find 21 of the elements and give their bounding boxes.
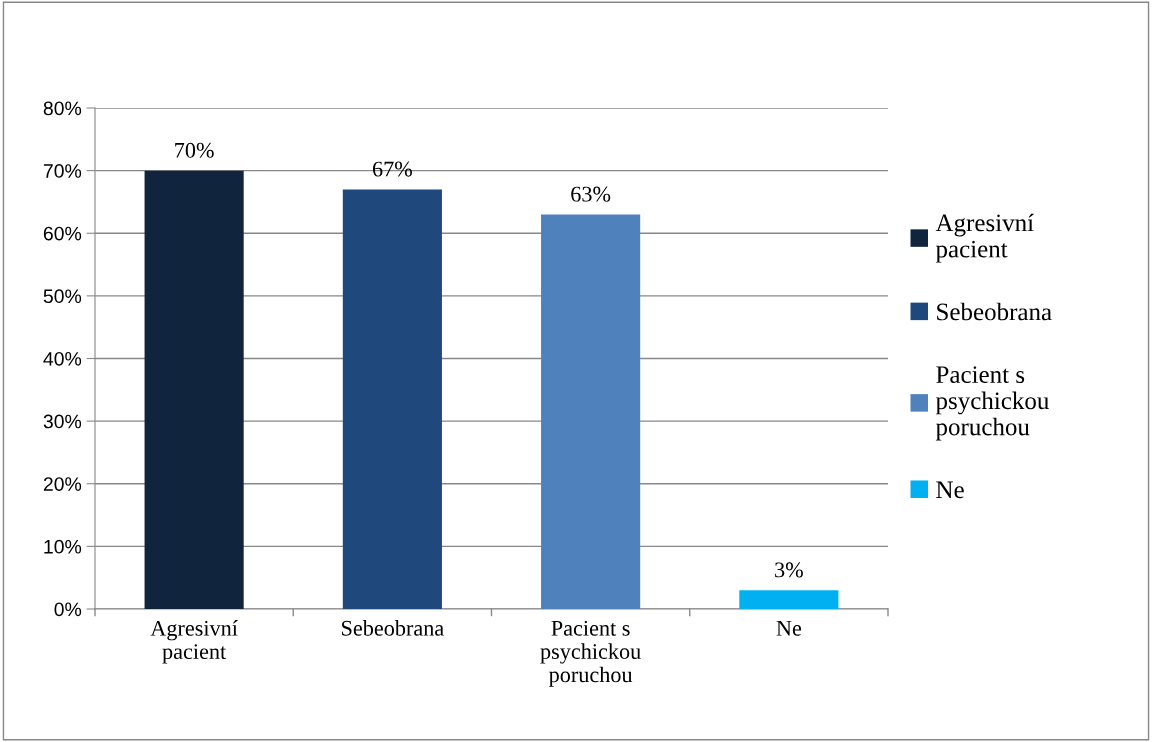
y-tick-label: 70% — [43, 164, 82, 178]
x-tick-label: Agresivní pacient — [150, 620, 238, 664]
data-label: 3% — [775, 562, 803, 578]
legend-label: Agresivní pacient — [935, 213, 1034, 263]
y-tick-label: 0% — [54, 602, 82, 617]
x-tick-label: Pacient s psychickou poruchou — [540, 620, 641, 687]
legend-label: Sebeobrana — [937, 302, 1052, 321]
data-label: 70% — [175, 142, 214, 158]
legend-label: Pacient s psychickou poruchou — [935, 366, 1049, 441]
y-tick-label: 60% — [43, 226, 82, 241]
x-tick-label: Sebeobrana — [342, 620, 444, 636]
y-tick-label: 20% — [43, 477, 82, 491]
y-tick-label: 30% — [43, 414, 82, 429]
y-tick-label: 80% — [43, 101, 82, 116]
x-tick-label: Ne — [776, 620, 802, 636]
data-label: 67% — [372, 161, 412, 177]
y-tick-label: 10% — [44, 539, 82, 554]
y-tick-label: 40% — [43, 351, 82, 366]
y-tick-label: 50% — [43, 289, 82, 304]
data-label: 63% — [571, 186, 611, 202]
legend-label: Ne — [936, 481, 964, 499]
